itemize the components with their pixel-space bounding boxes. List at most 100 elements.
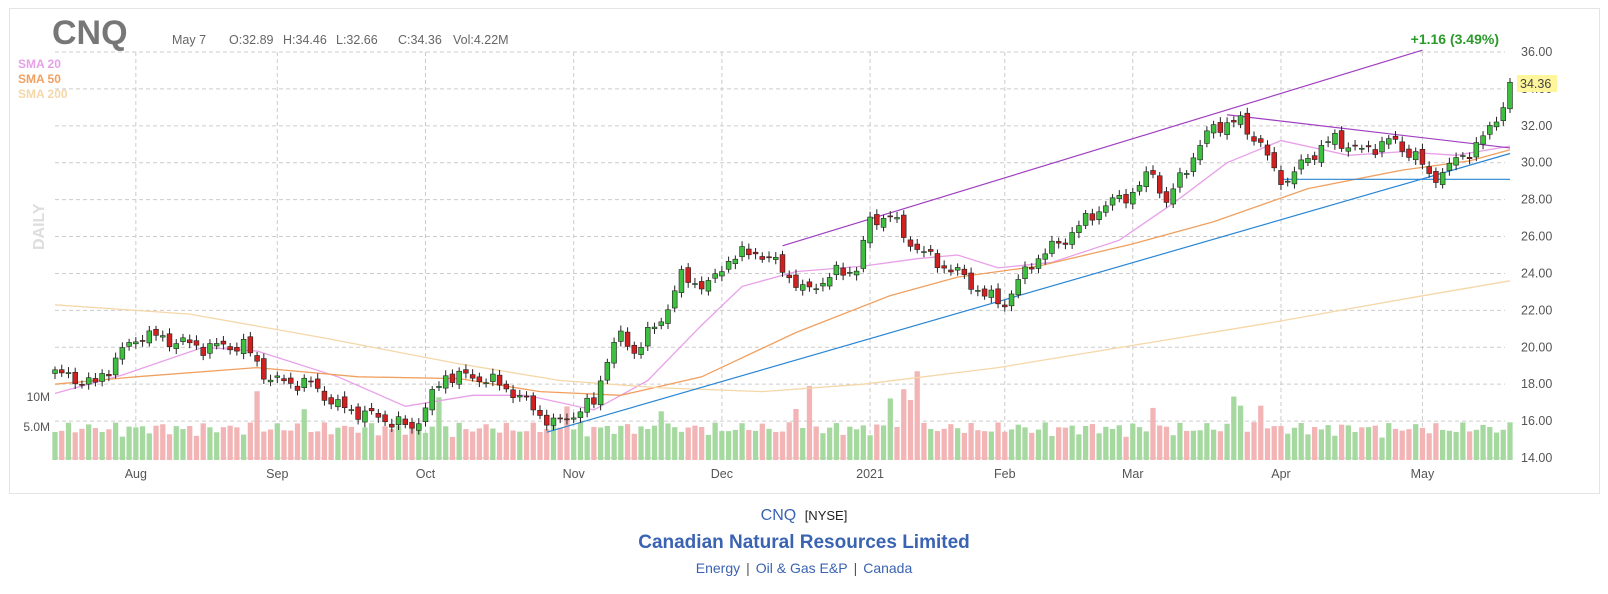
candle-body bbox=[961, 268, 968, 275]
volume-bar bbox=[1365, 427, 1372, 460]
volume-bar bbox=[752, 430, 759, 460]
candle bbox=[1089, 208, 1096, 226]
volume-bar bbox=[510, 430, 516, 460]
volume-bar bbox=[968, 423, 974, 460]
candle bbox=[826, 272, 833, 290]
candle-body bbox=[1460, 155, 1466, 157]
close-value: C:34.36 bbox=[398, 33, 442, 47]
volume-bar bbox=[470, 431, 476, 460]
volume-bar bbox=[180, 429, 186, 460]
volume-bar bbox=[800, 428, 806, 460]
volume-bar bbox=[1413, 424, 1419, 460]
candle-body bbox=[901, 214, 907, 238]
volume-bar bbox=[490, 428, 496, 460]
volume-bar bbox=[880, 425, 887, 460]
volume-bar bbox=[1318, 429, 1325, 460]
volume-bar bbox=[537, 432, 543, 460]
volume-bar bbox=[449, 436, 456, 460]
volume-bar bbox=[934, 431, 941, 460]
candle-body bbox=[799, 284, 806, 291]
candle-body bbox=[685, 267, 691, 283]
volume-bar bbox=[1386, 423, 1392, 460]
candle bbox=[530, 392, 536, 416]
sector-link[interactable]: Energy bbox=[695, 560, 741, 576]
legend-sma20: SMA 20 bbox=[18, 57, 61, 71]
volume-bar bbox=[806, 385, 813, 460]
country-link[interactable]: Canada bbox=[863, 560, 913, 576]
candle bbox=[281, 374, 287, 385]
sma20-line bbox=[54, 139, 1511, 411]
candle bbox=[564, 413, 570, 425]
candle bbox=[671, 285, 678, 313]
moving-averages bbox=[54, 139, 1511, 411]
x-tick-label: Feb bbox=[994, 467, 1016, 481]
volume-bar bbox=[436, 397, 442, 460]
candle-body bbox=[119, 347, 126, 360]
candle bbox=[1096, 206, 1102, 225]
volume-bar bbox=[315, 431, 321, 460]
candle bbox=[389, 418, 395, 433]
candle-body bbox=[59, 369, 65, 374]
candle bbox=[1258, 134, 1264, 148]
candle-body bbox=[921, 251, 927, 253]
candle-body bbox=[281, 378, 287, 382]
candle bbox=[476, 372, 483, 388]
candle bbox=[186, 334, 193, 349]
candle-body bbox=[153, 328, 159, 336]
candle bbox=[1325, 136, 1331, 148]
candle bbox=[773, 252, 779, 265]
volume-bar bbox=[395, 425, 402, 460]
industry-link[interactable]: Oil & Gas E&P bbox=[755, 560, 848, 576]
candle bbox=[1231, 116, 1237, 128]
candle-body bbox=[503, 383, 510, 390]
candle bbox=[1500, 102, 1506, 127]
price-chart: 36.0034.0032.0030.0028.0026.0024.0022.00… bbox=[18, 14, 1557, 481]
candle-body bbox=[200, 347, 206, 356]
candle bbox=[941, 260, 947, 274]
volume-bar bbox=[382, 426, 388, 460]
candle-body bbox=[698, 281, 705, 290]
candle bbox=[517, 389, 523, 402]
candle bbox=[1433, 167, 1439, 189]
candle-body bbox=[793, 274, 799, 288]
candle bbox=[1029, 263, 1035, 274]
candle-body bbox=[611, 342, 617, 364]
candle bbox=[1130, 188, 1136, 209]
candle-body bbox=[52, 369, 58, 374]
candle-body bbox=[72, 371, 78, 385]
candle-body bbox=[126, 342, 132, 347]
x-tick-label: Mar bbox=[1122, 467, 1144, 481]
volume-bar bbox=[1298, 422, 1304, 460]
candle-body bbox=[725, 261, 732, 270]
volume-bar bbox=[1264, 428, 1271, 460]
candle bbox=[409, 417, 415, 434]
candle-body bbox=[739, 246, 745, 258]
volume-bar bbox=[267, 429, 274, 460]
candle-body bbox=[234, 347, 240, 352]
candle bbox=[402, 415, 409, 429]
candle-body bbox=[820, 282, 826, 287]
candle bbox=[591, 392, 597, 409]
volume-bar bbox=[1426, 433, 1432, 460]
candle bbox=[1493, 116, 1500, 131]
candle-body bbox=[894, 217, 900, 220]
candle bbox=[698, 276, 705, 295]
candle bbox=[1170, 183, 1176, 209]
candle-body bbox=[1069, 232, 1075, 245]
candle-body bbox=[288, 377, 294, 384]
candle bbox=[901, 210, 907, 243]
volume-bar bbox=[1103, 426, 1109, 460]
volume-bar bbox=[1049, 436, 1055, 460]
candle bbox=[1076, 220, 1082, 239]
candle bbox=[1062, 238, 1069, 250]
candle-body bbox=[1278, 170, 1284, 185]
candle-body bbox=[1224, 122, 1230, 136]
footer-symbol-link[interactable]: CNQ bbox=[760, 507, 797, 524]
candle bbox=[1426, 161, 1432, 178]
candle bbox=[557, 414, 563, 424]
candle-body bbox=[1352, 144, 1358, 147]
candle bbox=[1271, 146, 1277, 172]
candle bbox=[766, 251, 772, 263]
candle-body bbox=[1123, 194, 1129, 204]
separator: | bbox=[746, 560, 750, 576]
